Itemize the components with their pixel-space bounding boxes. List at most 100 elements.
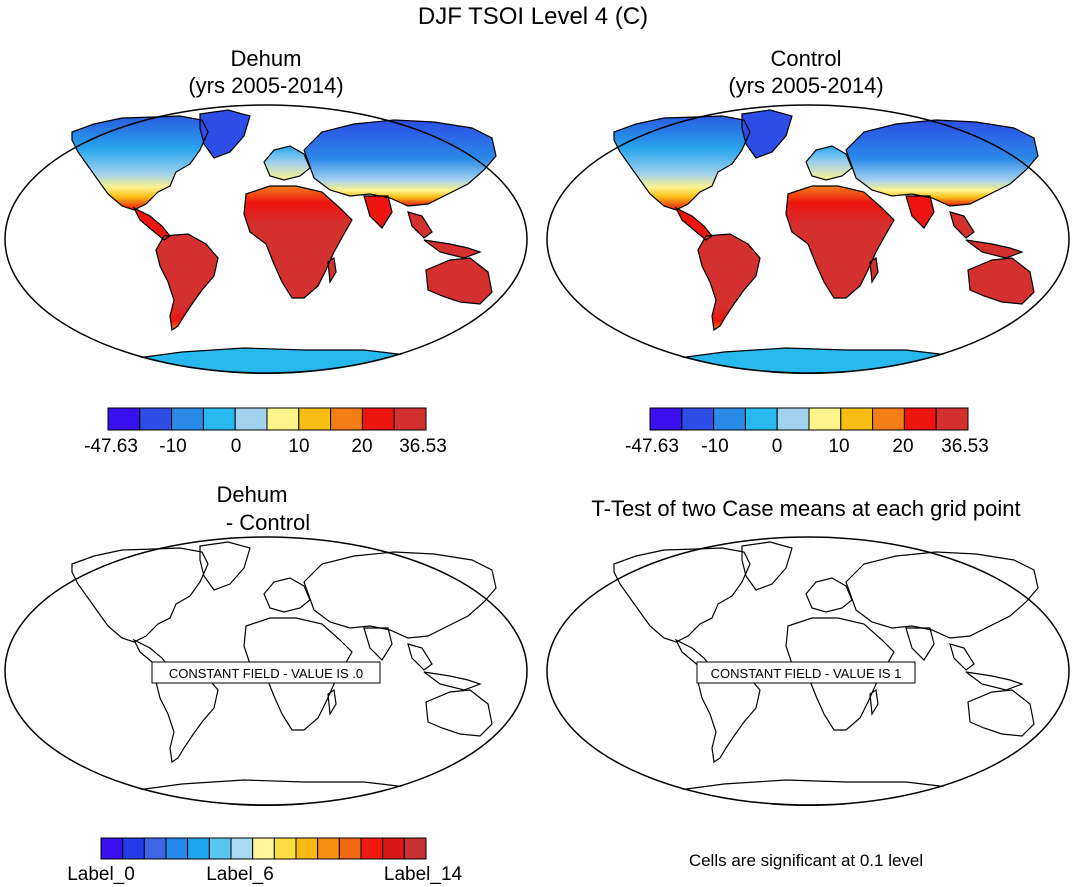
colorbar-swatch: [744, 407, 778, 431]
colorbar-tick-label: 10: [828, 436, 849, 457]
panel-control-title: Control: [771, 46, 842, 71]
region-africa: [786, 186, 894, 298]
panel-dehum-subtitle: (yrs 2005-2014): [188, 73, 343, 98]
colorbar-tick-label: 10: [288, 436, 309, 457]
map-border: [546, 104, 1070, 374]
colorbar-swatch: [393, 407, 427, 431]
colorbar-swatch: [122, 837, 145, 860]
colorbar-swatch: [403, 837, 427, 860]
colorbar-tick-label: -47.63: [625, 436, 679, 457]
constant-field-message: CONSTANT FIELD - VALUE IS .0: [169, 666, 363, 681]
colorbar-tick-label: 0: [772, 436, 783, 457]
colorbar-dehum: -47.63 -10 0 10 20 36.53: [84, 407, 447, 457]
map-dehum: [4, 104, 528, 374]
colorbar-swatch: [840, 407, 874, 431]
colorbar-tick-label: 0: [231, 436, 242, 457]
colorbar-swatch: [266, 407, 300, 431]
region-indonesia: [966, 240, 1022, 258]
region-central-america: [134, 208, 170, 240]
colorbar-swatch: [903, 407, 937, 431]
colorbar-swatch: [230, 837, 254, 860]
colorbar-tick-label: -10: [159, 436, 186, 457]
region-australia: [968, 258, 1034, 304]
significance-note: Cells are significant at 0.1 level: [689, 851, 923, 870]
region-greenland: [742, 110, 792, 158]
colorbar-swatch: [202, 407, 236, 431]
colorbar-swatch: [808, 407, 842, 431]
constant-field-box: [151, 661, 381, 684]
colorbar-swatch: [317, 837, 340, 860]
colorbar-swatch: [107, 407, 141, 431]
region-australia: [426, 258, 492, 304]
region-asia: [304, 120, 496, 206]
colorbar-tick-label: Label_6: [206, 864, 274, 885]
colorbar-control: -47.63 -10 0 10 20 36.53: [625, 407, 989, 457]
region-north-america: [614, 116, 750, 210]
region-south-america: [156, 234, 218, 330]
region-central-america: [676, 208, 712, 240]
colorbar-swatch: [330, 407, 363, 431]
constant-field-box: [696, 661, 916, 684]
colorbar-swatch: [208, 837, 232, 860]
figure-title: DJF TSOI Level 4 (C): [418, 3, 648, 30]
colorbar-swatch: [935, 407, 969, 431]
colorbar-tick-label: 20: [892, 436, 913, 457]
region-greenland: [200, 110, 250, 158]
panel-dehum: Dehum (yrs 2005-2014): [4, 46, 528, 374]
panel-ttest: T-Test of two Case means at each grid po…: [546, 496, 1070, 870]
panel-control-subtitle: (yrs 2005-2014): [728, 73, 883, 98]
colorbar-tick-label: 20: [351, 436, 372, 457]
colorbar-swatch: [360, 837, 384, 860]
map-ttest: [546, 536, 1070, 806]
colorbar-swatch: [295, 837, 319, 860]
colorbar-tick-label: -47.63: [84, 436, 138, 457]
colorbar-swatch: [681, 407, 715, 431]
colorbar-swatch: [100, 837, 124, 860]
map-control: [546, 104, 1070, 374]
colorbar-swatch: [234, 407, 268, 431]
map-border: [546, 536, 1070, 806]
region-africa: [244, 186, 352, 298]
colorbar-swatch: [165, 837, 189, 860]
colorbar-swatch: [139, 407, 173, 431]
colorbar-swatch: [143, 837, 167, 860]
region-south-america: [698, 234, 760, 330]
colorbar-swatch: [872, 407, 905, 431]
region-north-america: [72, 116, 208, 210]
colorbar-swatch: [361, 407, 395, 431]
region-europe: [264, 146, 310, 180]
constant-field-message: CONSTANT FIELD - VALUE IS 1: [711, 666, 902, 681]
colorbar-swatch: [776, 407, 810, 431]
colorbar-swatch: [171, 407, 204, 431]
region-asia: [846, 120, 1038, 206]
map-border: [4, 104, 528, 374]
colorbar-swatch: [649, 407, 683, 431]
region-india: [364, 196, 392, 228]
colorbar-swatch: [382, 837, 405, 860]
colorbar-tick-label: Label_14: [384, 864, 463, 885]
colorbar-tick-label: -10: [701, 436, 728, 457]
colorbar-difference: Label_0 Label_6 Label_14: [67, 837, 463, 885]
map-difference: [4, 536, 528, 806]
panel-difference-title: Dehum: [217, 482, 288, 507]
region-europe: [806, 146, 852, 180]
colorbar-swatch: [338, 837, 362, 860]
panel-difference-subtitle: - Control: [226, 510, 310, 535]
colorbar-swatch: [187, 837, 210, 860]
region-india: [906, 196, 934, 228]
region-indonesia: [424, 240, 480, 258]
region-southeast-asia: [950, 212, 974, 238]
panel-difference: Dehum - Control CONSTANT FIELD - VALUE I…: [4, 482, 528, 806]
panel-ttest-title: T-Test of two Case means at each grid po…: [591, 496, 1020, 521]
colorbar-swatch: [273, 837, 297, 860]
panel-control: Control (yrs 2005-2014): [546, 46, 1070, 374]
colorbar-swatch: [298, 407, 332, 431]
map-border: [4, 536, 528, 806]
colorbar-tick-label: 36.53: [399, 436, 447, 457]
colorbar-swatch: [252, 837, 275, 860]
region-southeast-asia: [408, 212, 432, 238]
colorbar-tick-label: 36.53: [941, 436, 989, 457]
panel-dehum-title: Dehum: [231, 46, 302, 71]
colorbar-tick-label: Label_0: [67, 864, 135, 885]
colorbar-swatch: [713, 407, 746, 431]
